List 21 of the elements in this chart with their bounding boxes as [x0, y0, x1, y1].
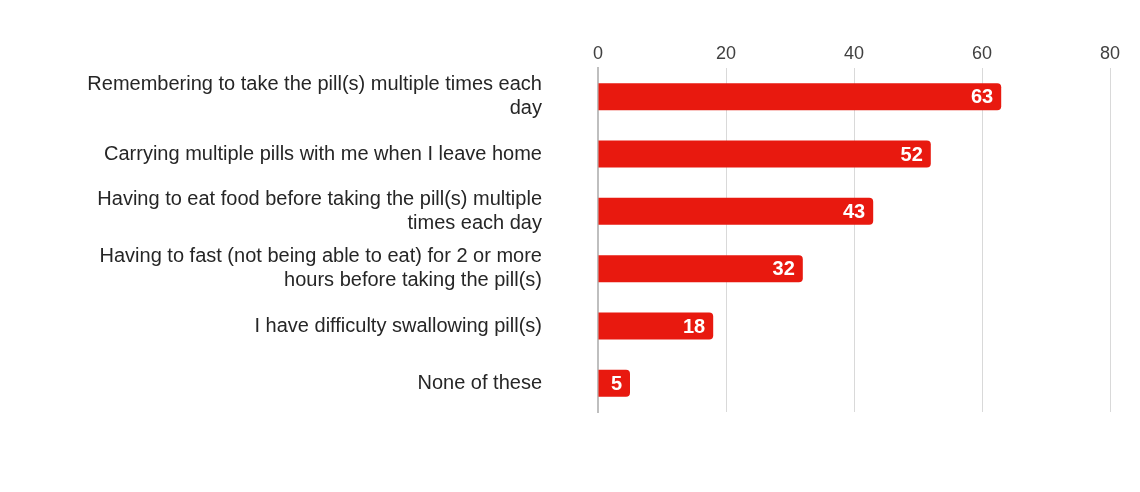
bar: [598, 140, 931, 168]
data-label: 5: [610, 371, 622, 394]
y-tick-label: None of these: [417, 370, 542, 393]
y-tick-label: Having to fast (not being able to eat) for 2 or more hours before taking the pill(s): [99, 244, 542, 291]
data-label: 63: [970, 85, 994, 108]
x-tick-label: 0: [592, 43, 604, 64]
x-tick-label: 80: [1099, 43, 1121, 64]
y-tick-label: I have difficulty swallowing pill(s): [254, 313, 542, 336]
bar: [598, 255, 803, 283]
x-tick-label: 20: [715, 43, 737, 64]
data-label: 52: [900, 142, 923, 165]
x-tick-label: 40: [843, 43, 865, 64]
data-label: 32: [772, 257, 795, 280]
x-tick-label: 60: [971, 43, 993, 64]
y-tick-label: Carrying multiple pills with me when I leave home: [104, 141, 542, 164]
y-tick-label: Remembering to take the pill(s) multiple times each day: [87, 72, 542, 119]
data-label: 18: [682, 314, 706, 337]
bar: [598, 197, 874, 225]
y-tick-label: Having to eat food before taking the pill(s) multiple times each day: [97, 186, 542, 233]
bar: [598, 83, 1002, 111]
data-label: 43: [842, 199, 866, 222]
